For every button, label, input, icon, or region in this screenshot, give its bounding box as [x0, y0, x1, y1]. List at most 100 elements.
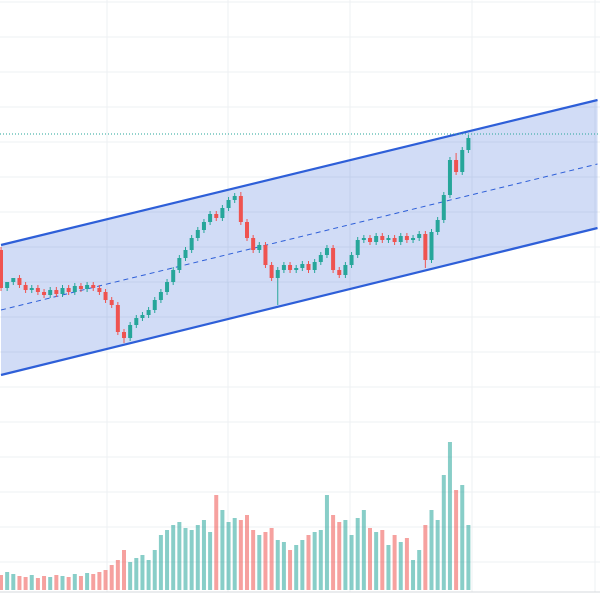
volume-bar — [374, 532, 379, 590]
volume-bar — [454, 490, 459, 590]
volume-bar — [128, 562, 133, 590]
candle-body — [115, 305, 120, 332]
candle-body — [5, 282, 10, 288]
candle-body — [232, 196, 237, 200]
candle-body — [404, 236, 409, 240]
volume-bar — [72, 574, 77, 590]
volume-bar — [306, 535, 311, 590]
volume-bar — [257, 535, 262, 590]
candle-body — [435, 220, 440, 232]
candle-body — [374, 236, 379, 242]
candle-body — [128, 325, 133, 338]
volume-bar — [85, 573, 90, 590]
candle-body — [392, 238, 397, 242]
volume-bar — [447, 442, 452, 590]
candle-body — [466, 138, 471, 150]
volume-bar — [91, 574, 96, 590]
volume-bar — [78, 576, 83, 590]
volume-bar — [368, 528, 372, 590]
candle-body — [29, 288, 34, 290]
candle-body — [103, 292, 108, 300]
volume-bar — [263, 532, 268, 590]
volume-bar — [435, 520, 440, 590]
candle-body — [275, 270, 280, 278]
candle-body — [146, 310, 151, 315]
volume-bar — [269, 528, 274, 590]
candle-body — [35, 288, 40, 292]
volume-bar — [220, 510, 225, 590]
candles — [0, 135, 471, 343]
candle-body — [220, 208, 225, 218]
candle-body — [85, 285, 90, 289]
candle-body — [368, 238, 372, 242]
volume-bar — [251, 530, 256, 590]
candle-body — [441, 195, 446, 220]
volume-bar — [201, 520, 206, 590]
volume-bar — [232, 518, 237, 590]
volume-bar — [460, 485, 465, 590]
volume-bar — [134, 558, 139, 590]
candle-body — [72, 286, 77, 292]
candle-body — [23, 285, 28, 290]
volume-bar — [417, 550, 422, 590]
candle-body — [355, 240, 360, 255]
volume-bar — [466, 525, 471, 590]
volume-panel — [0, 442, 471, 590]
channel-middle — [0, 163, 598, 311]
channel-lower — [0, 226, 598, 377]
volume-bar — [294, 545, 299, 590]
candle-body — [60, 288, 65, 294]
volume-bar — [386, 545, 391, 590]
candle-body — [48, 290, 53, 295]
channel — [0, 98, 600, 377]
volume-bar — [238, 520, 243, 590]
volume-bar — [404, 538, 409, 590]
volume-bar — [398, 542, 403, 590]
volume-bar — [429, 510, 434, 590]
candle-body — [122, 332, 126, 338]
candle-body — [97, 288, 102, 292]
candle-body — [214, 214, 219, 218]
candle-body — [380, 236, 385, 240]
volume-bar — [343, 520, 348, 590]
candle-body — [134, 318, 139, 325]
volume-bar — [152, 550, 157, 590]
candle-body — [208, 214, 213, 222]
candle-body — [281, 265, 286, 270]
volume-bar — [35, 578, 40, 590]
candle-body — [288, 265, 293, 270]
volume-bar — [103, 570, 108, 590]
volume-bar — [281, 542, 286, 590]
candle-body — [300, 264, 305, 268]
candle-body — [165, 282, 170, 292]
volume-bar — [29, 575, 34, 590]
volume-bar — [226, 522, 231, 590]
volume-bar — [171, 525, 176, 590]
candle-body — [337, 270, 342, 275]
volume-bar — [54, 575, 59, 590]
volume-bar — [288, 550, 293, 590]
candle-body — [324, 248, 329, 255]
volume-bar — [195, 525, 200, 590]
channel-upper — [0, 98, 598, 247]
candle-body — [460, 150, 465, 172]
volume-bar — [441, 475, 446, 590]
candle-body — [140, 315, 145, 318]
volume-bar — [42, 576, 47, 590]
candle-body — [331, 248, 336, 270]
volume-bar — [245, 515, 249, 590]
volume-bar — [140, 555, 145, 590]
candle-body — [386, 238, 391, 240]
volume-bar — [60, 576, 65, 590]
candle-body — [398, 236, 403, 242]
candle-body — [447, 160, 452, 195]
candle-body — [238, 196, 243, 222]
candle-body — [183, 250, 188, 258]
volume-bar — [349, 535, 354, 590]
volume-bar — [189, 530, 194, 590]
candle-body — [11, 278, 16, 282]
candle-body — [78, 286, 83, 289]
volume-bar — [115, 560, 120, 590]
